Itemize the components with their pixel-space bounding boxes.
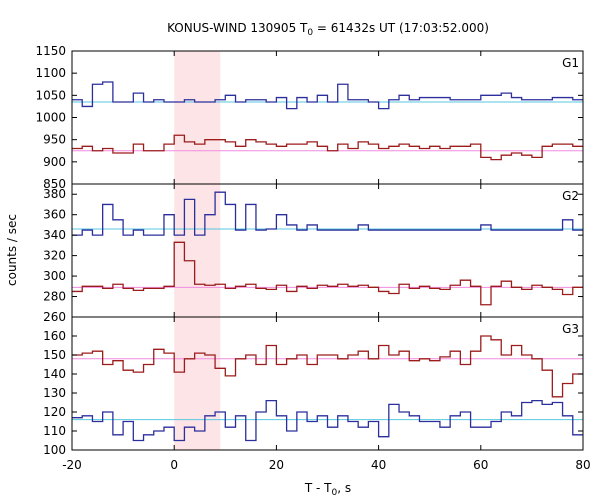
y-tick-label: 150 [43,348,66,362]
panel-G1-label: G1 [562,56,579,70]
x-tick-label: 80 [575,458,590,472]
series-layer [72,81,583,442]
panel-G1-series-0 [72,81,583,110]
panel-G3-frame [71,316,584,451]
y-tick-label: 130 [43,386,66,400]
y-tick-label: 950 [43,133,66,147]
y-tick-label: 900 [43,155,66,169]
label-layer: KONUS-WIND 130905 T0 = 61432s UT (17:03:… [5,21,489,498]
y-tick-label: 360 [43,208,66,222]
highlight-interval [174,51,221,450]
y-tick-label: 160 [43,329,66,343]
y-tick-label: 850 [43,177,66,191]
x-tick-label: 40 [371,458,386,472]
y-tick-label: 100 [43,443,66,457]
tick-layer: G18509009501000105011001150G226028030032… [35,44,590,472]
y-tick-label: 280 [43,290,66,304]
x-tick-label: -20 [62,458,82,472]
y-tick-label: 1000 [35,111,66,125]
panel-G3-series-0 [72,399,583,442]
chart-title: KONUS-WIND 130905 T0 = 61432s UT (17:03:… [167,21,489,38]
panel-G2-label: G2 [562,189,579,203]
x-tick-label: 60 [473,458,488,472]
y-tick-label: 1050 [35,88,66,102]
x-axis-label: T - T0, s [304,481,351,498]
panel-G3-label: G3 [562,322,579,336]
panel-G2-frame [71,183,584,318]
y-tick-label: 300 [43,269,66,283]
y-tick-label: 110 [43,424,66,438]
panel-G1-series-1 [72,134,583,161]
y-tick-label: 380 [43,187,66,201]
y-tick-label: 260 [43,310,66,324]
frame-layer [71,50,584,451]
highlight-layer [174,51,221,450]
panel-G2-series-0 [72,191,583,236]
x-tick-label: 0 [170,458,178,472]
y-tick-label: 340 [43,228,66,242]
x-tick-label: 20 [269,458,284,472]
panel-G1-frame [71,50,584,185]
y-axis-label: counts / sec [5,214,19,286]
y-tick-label: 1100 [35,66,66,80]
y-tick-label: 1150 [35,44,66,58]
y-tick-label: 320 [43,249,66,263]
panel-G3-series-1 [72,335,583,398]
y-tick-label: 140 [43,367,66,381]
y-tick-label: 120 [43,405,66,419]
panel-G2-series-1 [72,241,583,306]
